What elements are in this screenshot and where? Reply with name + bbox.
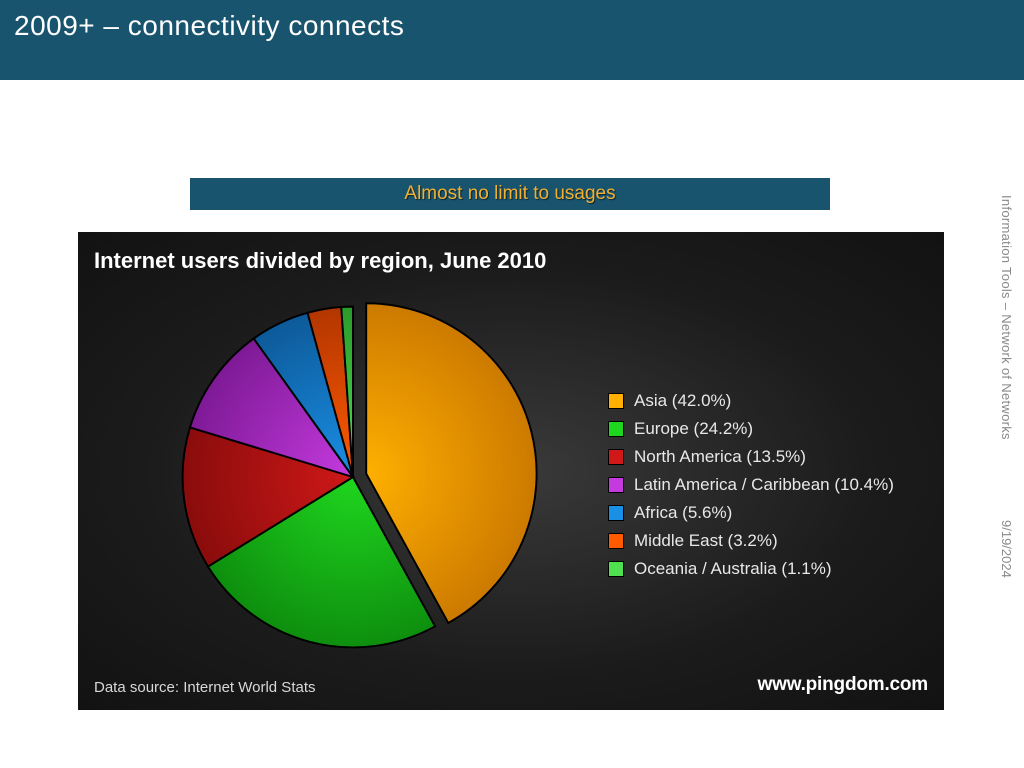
legend-label: Africa (5.6%) bbox=[634, 499, 732, 527]
pie-chart bbox=[168, 292, 538, 662]
chart-title: Internet users divided by region, June 2… bbox=[94, 248, 546, 274]
subtitle-text: Almost no limit to usages bbox=[404, 183, 615, 205]
legend-swatch bbox=[608, 477, 624, 493]
chart-data-source: Data source: Internet World Stats bbox=[94, 679, 316, 696]
legend-swatch bbox=[608, 449, 624, 465]
legend-label: Latin America / Caribbean (10.4%) bbox=[634, 471, 894, 499]
slide: 2009+ – connectivity connects Almost no … bbox=[0, 0, 1024, 768]
legend-item: Europe (24.2%) bbox=[608, 415, 894, 443]
legend-item: Asia (42.0%) bbox=[608, 387, 894, 415]
legend-swatch bbox=[608, 561, 624, 577]
side-label: Information Tools – Network of Networks bbox=[999, 195, 1014, 440]
chart-card: Internet users divided by region, June 2… bbox=[78, 232, 944, 710]
legend-label: Middle East (3.2%) bbox=[634, 527, 778, 555]
chart-legend: Asia (42.0%)Europe (24.2%)North America … bbox=[608, 387, 894, 583]
legend-label: Oceania / Australia (1.1%) bbox=[634, 555, 831, 583]
slide-title: 2009+ – connectivity connects bbox=[0, 0, 418, 52]
legend-swatch bbox=[608, 421, 624, 437]
legend-label: Asia (42.0%) bbox=[634, 387, 731, 415]
pie-svg bbox=[168, 292, 538, 662]
legend-item: Africa (5.6%) bbox=[608, 499, 894, 527]
chart-site-credit: www.pingdom.com bbox=[758, 674, 928, 696]
legend-swatch bbox=[608, 533, 624, 549]
legend-swatch bbox=[608, 393, 624, 409]
legend-swatch bbox=[608, 505, 624, 521]
legend-item: Middle East (3.2%) bbox=[608, 527, 894, 555]
side-date: 9/19/2024 bbox=[999, 520, 1014, 578]
legend-label: North America (13.5%) bbox=[634, 443, 806, 471]
header-band: 2009+ – connectivity connects bbox=[0, 0, 1024, 80]
legend-item: Latin America / Caribbean (10.4%) bbox=[608, 471, 894, 499]
legend-item: Oceania / Australia (1.1%) bbox=[608, 555, 894, 583]
subtitle-bar: Almost no limit to usages bbox=[190, 178, 830, 210]
legend-label: Europe (24.2%) bbox=[634, 415, 753, 443]
legend-item: North America (13.5%) bbox=[608, 443, 894, 471]
